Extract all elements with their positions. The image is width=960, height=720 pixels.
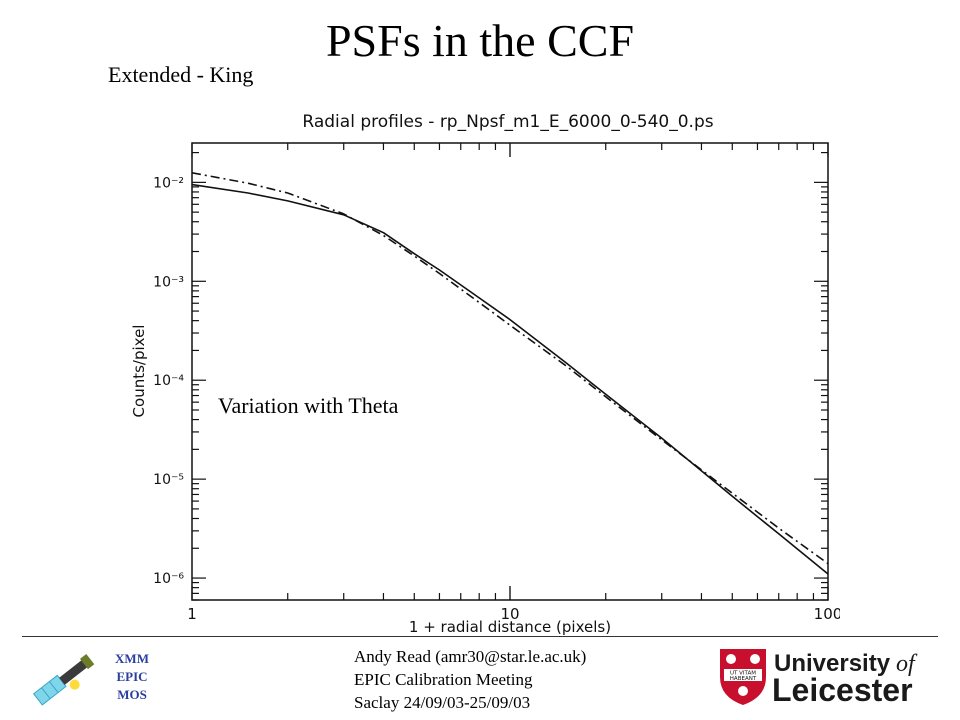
slide-title: PSFs in the CCF (325, 15, 635, 66)
series-line-solid (191, 183, 829, 575)
x-tick-label: 10 (500, 605, 519, 623)
footer-meeting: EPIC Calibration Meeting (354, 670, 533, 689)
footer-author: Andy Read (amr30@star.le.ac.uk) (354, 647, 587, 666)
university-of: of (896, 651, 918, 677)
mission-line: MOS (117, 687, 147, 702)
crest-motto-line: UT VITAM (730, 671, 756, 677)
axis-ticks (191, 143, 829, 601)
x-axis-label: 1 + radial distance (pixels) (409, 618, 611, 636)
y-tick-label: 10⁻⁴ (153, 373, 184, 389)
x-tick-label: 100 (814, 605, 840, 623)
y-axis-label: Counts/pixel (130, 325, 148, 418)
university-name-line1: University (774, 650, 891, 677)
tick-labels: 1 10 100 10⁻⁶ 10⁻⁵ 10⁻⁴ 10⁻³ 10⁻² (153, 175, 840, 623)
x-tick-label: 1 (187, 605, 197, 623)
data-series (191, 172, 829, 575)
university-logo: UT VITAM HABEANT University of Leicester (720, 649, 918, 707)
y-tick-label: 10⁻⁵ (153, 472, 184, 488)
theta-annotation: Variation with Theta (216, 393, 401, 419)
university-name-line2: Leicester (772, 672, 913, 707)
xmm-satellite-logo (32, 653, 95, 706)
footer-dates: Saclay 24/09/03-25/09/03 (354, 693, 531, 712)
y-tick-label: 10⁻⁶ (153, 571, 184, 587)
y-tick-label: 10⁻² (153, 175, 184, 191)
footer-info: Andy Read (amr30@star.le.ac.uk) EPIC Cal… (354, 645, 586, 714)
mission-line: EPIC (116, 669, 148, 684)
radial-profile-chart: Radial profiles - rp_Npsf_m1_E_6000_0-54… (130, 112, 840, 636)
chart-title: Radial profiles - rp_Npsf_m1_E_6000_0-54… (302, 112, 713, 132)
series-line-dash-dot (191, 172, 829, 565)
plot-frame (191, 142, 829, 601)
mission-line: XMM (115, 651, 149, 666)
footer-divider (22, 636, 938, 637)
y-tick-label: 10⁻³ (153, 274, 184, 290)
crest-motto-line: HABEANT (730, 676, 757, 682)
slide-subtitle: Extended - King (108, 62, 254, 87)
crest-flowers-icon (726, 654, 760, 696)
mission-label: XMM EPIC MOS (104, 650, 160, 704)
